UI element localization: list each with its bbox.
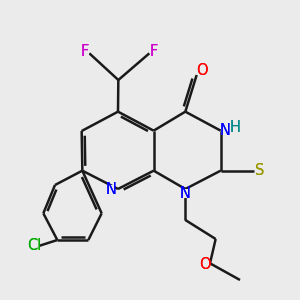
Bar [150,48,158,56]
Text: F: F [81,44,89,59]
Text: N: N [106,182,117,196]
Text: S: S [255,163,265,178]
Text: S: S [255,163,265,178]
Text: O: O [199,257,210,272]
Text: F: F [81,44,89,59]
Text: Cl: Cl [27,238,41,253]
Text: N: N [180,186,191,201]
Text: F: F [150,44,158,59]
Text: F: F [150,44,158,59]
Bar [182,189,189,198]
Text: O: O [196,63,207,78]
Bar [221,127,229,135]
Text: Cl: Cl [27,238,41,253]
Text: N: N [220,123,231,138]
Bar [81,48,89,56]
Text: H: H [230,120,241,135]
Text: N: N [180,186,191,201]
Bar [201,261,208,269]
Bar [256,167,264,175]
Text: O: O [199,257,210,272]
Bar [231,124,239,132]
Text: N: N [106,182,117,196]
Text: H: H [230,120,241,135]
Bar [198,66,206,75]
Bar [107,185,115,193]
Text: N: N [220,123,231,138]
Text: O: O [196,63,207,78]
Bar [28,241,40,249]
